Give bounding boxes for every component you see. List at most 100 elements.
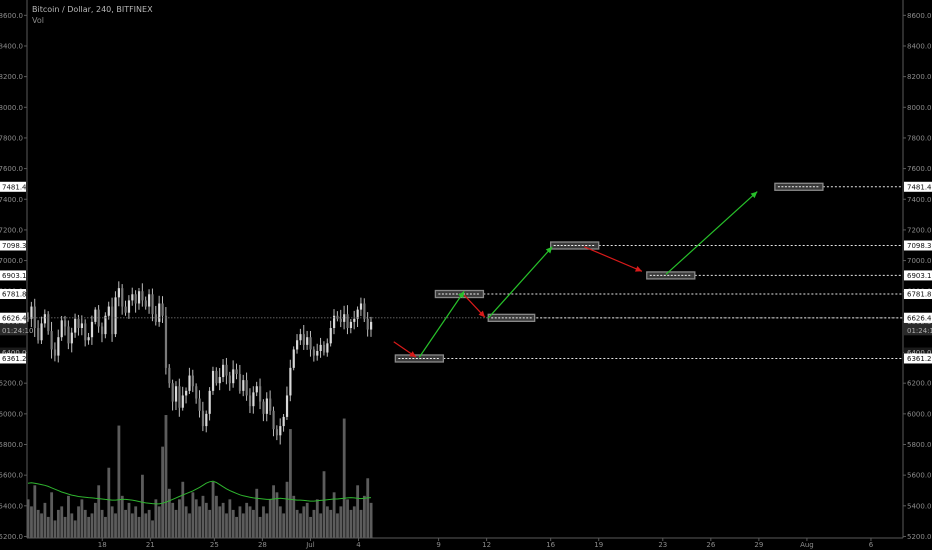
candle-body: [255, 386, 258, 393]
volume-bar: [198, 506, 201, 538]
x-tick-label: 26: [706, 541, 715, 549]
volume-bar: [282, 513, 286, 538]
volume-bar: [110, 506, 114, 538]
candle-body: [84, 323, 87, 341]
volume-bar: [157, 506, 161, 538]
candle-body: [77, 318, 80, 329]
candle-body: [238, 373, 242, 391]
candle-body: [262, 401, 265, 414]
volume-bar: [299, 513, 302, 538]
volume-bar: [194, 499, 198, 538]
volume-bar: [77, 506, 80, 538]
volume-bar: [275, 492, 279, 538]
volume-bar: [325, 506, 329, 538]
volume-bar: [130, 513, 134, 538]
volume-bar: [262, 506, 265, 538]
volume-bar: [208, 509, 212, 538]
candle-body: [178, 386, 181, 408]
y-tick-label-left: 8000.0: [0, 104, 23, 112]
candle-body: [174, 386, 178, 402]
candle-body: [201, 410, 205, 427]
volume-bar: [67, 495, 70, 538]
candle-body: [205, 413, 208, 427]
volume-bar: [30, 506, 33, 538]
level-price-tag-right: 7481.4: [907, 183, 932, 191]
level-price-tag-left: 7481.4: [2, 183, 27, 191]
candle-body: [154, 314, 157, 322]
volume-bar: [332, 492, 336, 538]
candle-body: [269, 398, 272, 411]
candle-body: [181, 395, 184, 408]
candle-body: [40, 323, 43, 341]
candle-body: [63, 320, 67, 327]
volume-bar: [204, 502, 208, 538]
overlap-price-tag-bg-right: [904, 347, 932, 358]
level-price-tag-bg-left: [0, 181, 26, 192]
volume-bar: [346, 499, 349, 538]
level-price-tag-bg-right: [904, 181, 932, 192]
overlap-price-tag-right: 01:24:10: [907, 327, 932, 335]
y-tick-label-left: 5200.0: [0, 533, 23, 541]
candle-body: [114, 297, 117, 335]
volume-bar: [171, 502, 175, 538]
y-tick-label-right: 5400.0: [907, 502, 932, 510]
candle-body: [121, 288, 124, 307]
volume-bar: [120, 495, 124, 538]
volume-bar: [56, 509, 60, 538]
current-price-tag-left: 6626.4: [2, 314, 27, 322]
candle-body: [47, 314, 50, 332]
arrow-up-head: [750, 191, 758, 199]
candle-body: [302, 334, 305, 345]
volume-bar: [248, 506, 252, 538]
volume-bar: [352, 506, 356, 538]
volume-bar: [181, 481, 185, 538]
overlap-price-tag-left: 6400.0: [2, 349, 27, 357]
volume-bar: [295, 509, 299, 538]
y-tick-label-left: 7400.0: [0, 196, 23, 204]
volume-bar: [315, 499, 319, 538]
candle-body: [50, 331, 53, 350]
overlap-price-tag-bg-left: [0, 325, 26, 336]
y-tick-label-left: 6200.0: [0, 380, 23, 388]
volume-bar: [164, 415, 168, 538]
candle-body: [43, 314, 47, 324]
y-tick-label-right: 5200.0: [907, 533, 932, 541]
candle-body: [127, 300, 131, 313]
candle-body: [225, 364, 228, 376]
volume-bar: [63, 516, 67, 538]
volume-bar: [134, 506, 138, 538]
volume-bar: [107, 467, 111, 538]
x-tick-label: 29: [754, 541, 763, 549]
volume-bar: [265, 513, 269, 538]
candle-body: [53, 349, 57, 356]
volume-bar: [255, 488, 259, 538]
volume-bar: [161, 446, 165, 538]
candle-body: [144, 300, 147, 307]
volume-bar: [252, 509, 255, 538]
candle-body: [33, 306, 36, 329]
level-price-tag-bg-right: [904, 240, 932, 251]
volume-bar: [362, 495, 366, 538]
volume-bar: [83, 509, 87, 538]
level-price-tag-bg-left: [0, 353, 26, 364]
x-tick-label: 25: [210, 541, 219, 549]
candle-body: [346, 314, 349, 329]
arrow-up-head: [545, 246, 553, 254]
level-price-tag-left: 7098.3: [2, 242, 27, 250]
arrow-down-shaft: [584, 246, 643, 272]
volume-bar: [278, 506, 282, 538]
volume-bar: [60, 506, 64, 538]
volume-bar: [322, 471, 326, 538]
level-price-tag-bg-right: [904, 289, 932, 300]
volume-bar: [127, 502, 131, 538]
volume-bar: [80, 499, 84, 538]
arrow-up-shaft: [665, 191, 758, 275]
candle-body: [336, 315, 339, 319]
candle-body: [285, 395, 289, 417]
volume-bar: [53, 520, 57, 538]
arrow-up-head: [458, 291, 465, 299]
candle-body: [329, 328, 332, 344]
candle-body: [359, 303, 363, 310]
x-tick-label: 16: [546, 541, 555, 549]
